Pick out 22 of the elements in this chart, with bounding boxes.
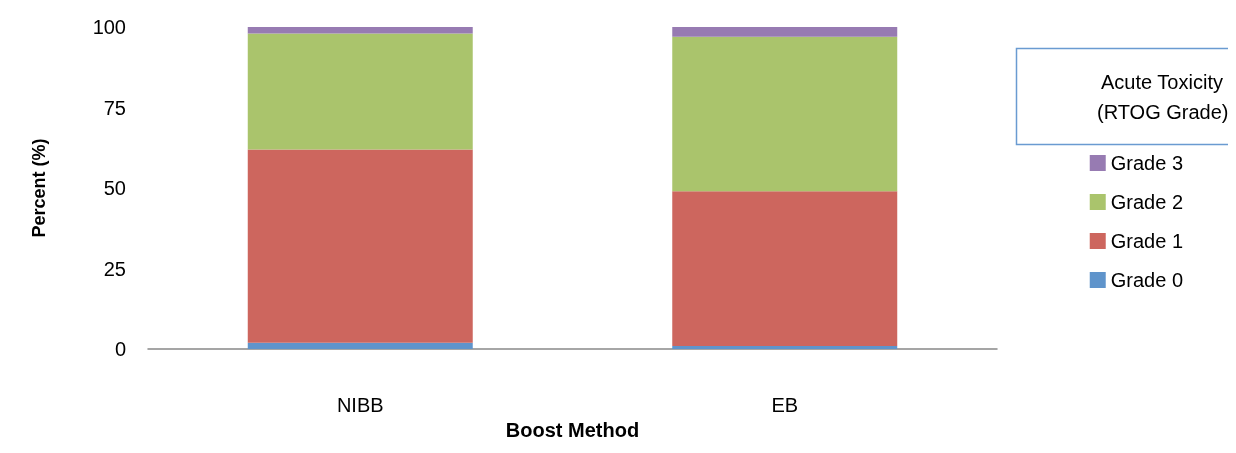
bar (247, 342, 473, 350)
y-tick-label: 0 (114, 338, 126, 361)
y-tick-label: 50 (103, 177, 126, 200)
x-tick-label: EB (771, 394, 799, 417)
legend-label: Grade 0 (1110, 269, 1183, 291)
x-axis-title: Boost Method (505, 419, 640, 441)
y-tick-label: 25 (103, 257, 126, 280)
legend-label: Grade 2 (1110, 191, 1183, 213)
y-tick-label: 75 (103, 96, 126, 119)
bar (247, 27, 473, 34)
legend-label: Grade 1 (1110, 230, 1183, 252)
legend-label: Grade 3 (1110, 152, 1183, 174)
y-axis-title: Percent (%) (29, 138, 49, 238)
legend-title: Acute Toxicity (RTOG Grade) (1096, 70, 1229, 123)
bar (247, 149, 473, 343)
bar (672, 191, 898, 346)
bar (672, 27, 898, 37)
bar (672, 36, 898, 192)
bar (247, 33, 473, 150)
bar (672, 345, 898, 350)
y-tick-label: 100 (92, 16, 126, 38)
x-tick-label: NIBB (336, 394, 384, 417)
